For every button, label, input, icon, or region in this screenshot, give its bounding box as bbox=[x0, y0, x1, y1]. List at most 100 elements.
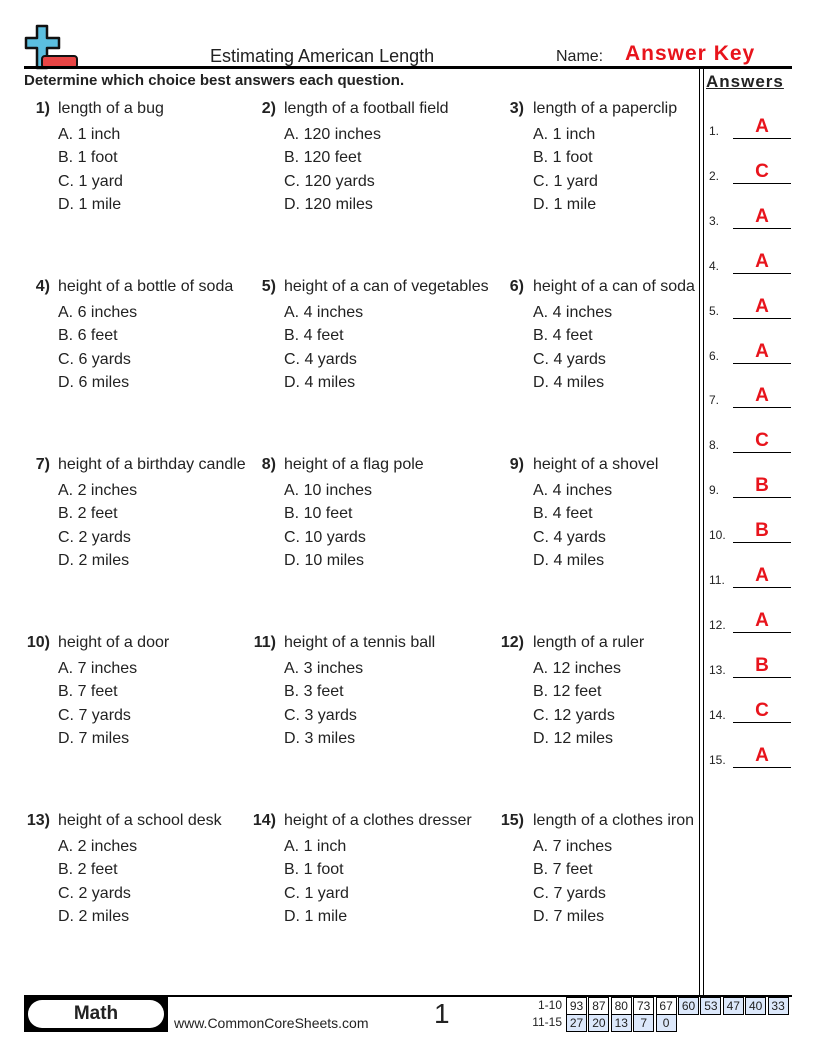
answer-number: 14. bbox=[709, 707, 726, 722]
answers-heading: Answers bbox=[706, 72, 784, 91]
answer-option: C. 10 yards bbox=[284, 528, 366, 546]
answer-number: 1. bbox=[709, 124, 720, 138]
answer-value: B bbox=[733, 520, 791, 544]
header-divider bbox=[24, 66, 792, 69]
subject-label: Math bbox=[28, 1000, 164, 1028]
answer-number: 9. bbox=[709, 483, 720, 498]
score-cell: 33 bbox=[767, 997, 789, 1015]
question-number: 2) bbox=[261, 100, 276, 117]
answer-option: C. 7 yards bbox=[58, 706, 131, 724]
answer-option: B. 6 feet bbox=[58, 327, 118, 345]
score-cell: 80 bbox=[610, 997, 632, 1015]
answer-option: A. 6 inches bbox=[58, 304, 138, 321]
answer-option: B. 7 feet bbox=[533, 861, 593, 879]
answer-value: A bbox=[733, 116, 791, 139]
question-text: height of a door bbox=[58, 634, 170, 651]
answer-value: C bbox=[733, 161, 791, 184]
answer-value: A bbox=[733, 565, 791, 588]
question-text: length of a clothes iron bbox=[533, 812, 694, 829]
answer-number: 4. bbox=[709, 258, 720, 273]
answer-option: B. 1 foot bbox=[533, 149, 593, 167]
answer-value: A bbox=[733, 206, 791, 229]
answer-option: B. 3 feet bbox=[284, 683, 344, 701]
score-cell: 47 bbox=[722, 997, 744, 1015]
answer-value: A bbox=[733, 610, 791, 633]
answer-option: D. 12 miles bbox=[533, 729, 614, 747]
question-text: length of a bug bbox=[58, 100, 164, 117]
question-text: height of a flag pole bbox=[284, 456, 424, 473]
answer-number: 3. bbox=[709, 213, 720, 228]
answer-option: A. 3 inches bbox=[284, 660, 364, 677]
score-cell: 67 bbox=[655, 997, 677, 1015]
score-cell: 87 bbox=[588, 997, 610, 1015]
score-row-label: 11-15 bbox=[532, 1015, 562, 1029]
answer-option: A. 2 inches bbox=[58, 482, 138, 499]
score-cell: 73 bbox=[633, 997, 655, 1015]
score-row-label: 1-10 bbox=[537, 998, 562, 1012]
answer-value: C bbox=[733, 700, 791, 723]
answer-number: 7. bbox=[709, 393, 720, 408]
answer-option: A. 4 inches bbox=[284, 304, 364, 321]
answer-option: D. 2 miles bbox=[58, 907, 130, 925]
answer-value: A bbox=[733, 251, 791, 274]
question-text: length of a paperclip bbox=[533, 100, 678, 117]
question-text: height of a shovel bbox=[533, 456, 659, 473]
answer-option: B. 4 feet bbox=[284, 327, 344, 345]
question-number: 3) bbox=[509, 100, 524, 117]
answer-option: A. 7 inches bbox=[533, 838, 613, 855]
answer-number: 13. bbox=[709, 662, 726, 677]
answer-option: A. 4 inches bbox=[533, 304, 613, 321]
answer-option: B. 10 feet bbox=[284, 505, 353, 523]
question-number: 4) bbox=[35, 278, 50, 295]
answer-option: B. 1 foot bbox=[58, 149, 118, 167]
answer-option: C. 4 yards bbox=[533, 528, 606, 546]
answer-value: A bbox=[733, 296, 791, 319]
answer-option: B. 4 feet bbox=[533, 327, 593, 345]
question-number: 15) bbox=[500, 812, 524, 829]
answer-option: D. 10 miles bbox=[284, 551, 365, 569]
question-number: 11) bbox=[253, 634, 276, 651]
answers-divider bbox=[699, 69, 700, 996]
answer-option: B. 4 feet bbox=[533, 505, 593, 523]
answer-value: A bbox=[733, 745, 791, 768]
question-number: 9) bbox=[509, 456, 524, 473]
answer-option: C. 12 yards bbox=[533, 706, 615, 724]
answer-option: C. 3 yards bbox=[284, 706, 357, 724]
question-text: length of a ruler bbox=[533, 634, 645, 651]
name-value: Answer Key bbox=[625, 42, 756, 65]
score-cell: 0 bbox=[655, 1014, 677, 1032]
answer-option: C. 2 yards bbox=[58, 528, 131, 546]
question-number: 13) bbox=[26, 812, 50, 829]
answer-option: A. 1 inch bbox=[58, 126, 121, 143]
answer-number: 5. bbox=[709, 303, 720, 318]
answer-option: A. 1 inch bbox=[284, 838, 347, 855]
score-cell: 20 bbox=[588, 1014, 610, 1032]
answer-option: D. 7 miles bbox=[533, 907, 605, 925]
answer-option: C. 1 yard bbox=[533, 172, 598, 190]
answer-number: 10. bbox=[709, 528, 726, 543]
score-cell: 27 bbox=[566, 1014, 587, 1032]
answer-option: A. 2 inches bbox=[58, 838, 138, 855]
score-cell: 93 bbox=[566, 997, 587, 1015]
answer-value: B bbox=[733, 655, 791, 678]
answer-option: D. 3 miles bbox=[284, 729, 356, 747]
instructions: Determine which choice best answers each… bbox=[24, 72, 405, 89]
score-cell: 53 bbox=[700, 997, 722, 1015]
question-number: 7) bbox=[35, 456, 50, 473]
question-text: height of a can of vegetables bbox=[284, 278, 489, 295]
answer-option: D. 4 miles bbox=[533, 373, 605, 391]
answer-option: A. 4 inches bbox=[533, 482, 613, 499]
answer-option: B. 12 feet bbox=[533, 683, 602, 701]
name-label: Name: bbox=[556, 48, 604, 65]
answer-number: 6. bbox=[709, 348, 720, 363]
answer-option: D. 1 mile bbox=[533, 195, 597, 213]
page-number: 1 bbox=[434, 998, 450, 1029]
question-number: 5) bbox=[261, 278, 276, 295]
question-text: height of a bottle of soda bbox=[58, 278, 234, 295]
score-cell: 13 bbox=[610, 1014, 632, 1032]
answer-option: C. 4 yards bbox=[284, 350, 357, 368]
answer-option: D. 6 miles bbox=[58, 373, 130, 391]
answer-option: C. 120 yards bbox=[284, 172, 375, 190]
answer-option: A. 120 inches bbox=[284, 126, 381, 143]
answer-option: D. 7 miles bbox=[58, 729, 130, 747]
